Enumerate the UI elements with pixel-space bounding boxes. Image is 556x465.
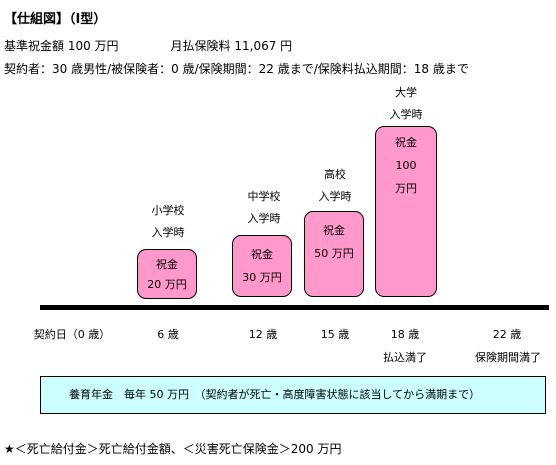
pension-banner: 養育年金 毎年 50 万円 （契約者が死亡・高度障害状態に該当してから満期まで） <box>40 376 546 414</box>
coverage-end-label: 保険期間満了 <box>475 351 541 364</box>
milestone-caption-junior-high: 中学校 入学時 <box>247 190 281 225</box>
bonus-box-junior-high: 祝金 30 万円 <box>232 235 292 297</box>
age-label-18: 18 歳 <box>390 328 420 341</box>
monthly-premium: 月払保険料 11,067 円 <box>170 39 293 53</box>
milestone-caption-elementary: 小学校 入学時 <box>151 204 185 239</box>
payment-complete-label: 払込満了 <box>383 351 427 364</box>
milestone-caption-university: 大学 入学時 <box>389 86 423 121</box>
age-label-12: 12 歳 <box>248 328 278 341</box>
age-label-contract: 契約日（0 歳） <box>33 328 111 341</box>
age-label-22: 22 歳 <box>492 328 522 341</box>
contract-conditions: 契約者：30 歳男性/被保険者：0 歳/保険期間：22 歳まで/保険料払込期間：… <box>4 62 469 76</box>
death-benefit-note: ★＜死亡給付金＞死亡給付金額、＜災害死亡保険金＞200 万円 <box>4 442 342 456</box>
age-label-6: 6 歳 <box>157 328 179 341</box>
bonus-box-elementary: 祝金 20 万円 <box>137 249 197 299</box>
timeline-bar <box>40 305 549 310</box>
bonus-box-university: 祝金 100 万円 <box>375 126 437 297</box>
summary-line: 基準祝金額 100 万円 月払保険料 11,067 円 <box>4 37 292 54</box>
milestone-caption-high-school: 高校 入学時 <box>318 168 352 203</box>
base-amount: 基準祝金額 100 万円 <box>4 39 119 53</box>
diagram-title: 【仕組図】（Ⅰ型） <box>4 12 107 27</box>
bonus-box-high-school: 祝金 50 万円 <box>304 211 364 297</box>
age-label-15: 15 歳 <box>320 328 350 341</box>
